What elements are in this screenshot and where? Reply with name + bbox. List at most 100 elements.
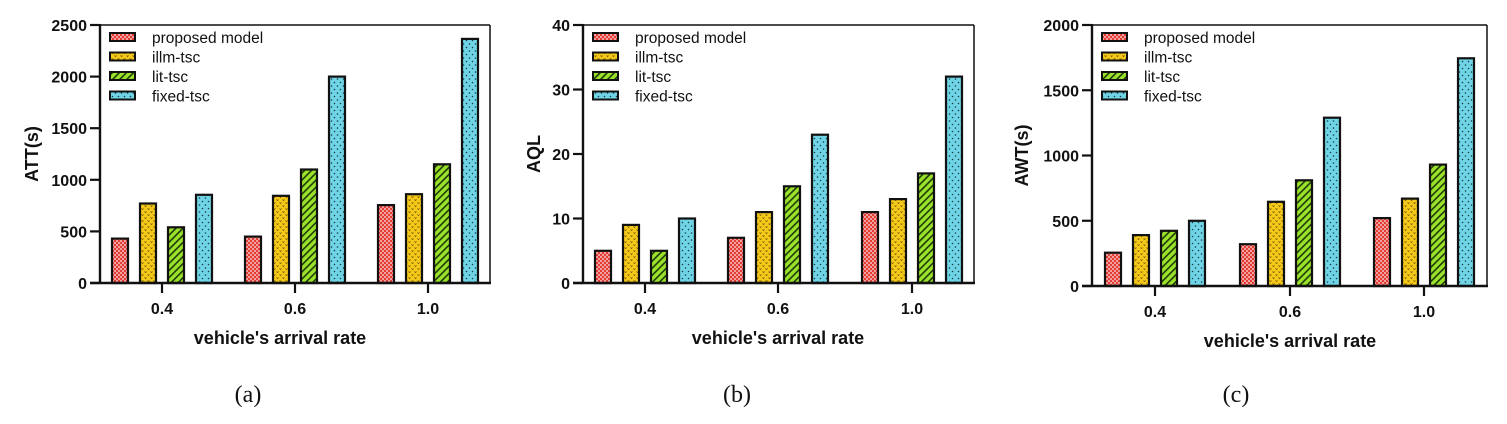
legend-swatch-illm-tsc <box>1101 51 1128 62</box>
bar-lit-tsc-1.0 <box>432 163 452 285</box>
bar-proposed-model-1.0 <box>860 211 880 285</box>
x-tick-label: 0.4 <box>151 301 173 318</box>
bar-proposed-model-1.0 <box>1372 217 1392 288</box>
y-tick-label: 2000 <box>1043 18 1079 35</box>
y-tick-label: 0 <box>561 276 570 293</box>
y-tick-label: 1500 <box>51 121 87 138</box>
y-tick-label: 500 <box>60 224 87 241</box>
legend-swatch-proposed-model <box>109 32 136 42</box>
y-axis-title: ATT(s) <box>22 126 42 182</box>
bar-lit-tsc-0.6 <box>1294 179 1314 288</box>
x-axis-title: vehicle's arrival rate <box>692 328 864 348</box>
legend-label: fixed-tsc <box>152 89 210 106</box>
legend-swatch-proposed-model <box>592 32 619 42</box>
legend-label: fixed-tsc <box>1144 89 1202 106</box>
bar-lit-tsc-0.6 <box>299 168 319 285</box>
legend-swatch-proposed-model <box>1101 32 1128 42</box>
legend-swatch-illm-tsc <box>109 51 136 62</box>
y-tick-label: 40 <box>552 18 570 35</box>
bar-illm-tsc-1.0 <box>1400 197 1420 288</box>
bar-illm-tsc-0.4 <box>621 223 641 285</box>
bar-illm-tsc-0.6 <box>1266 200 1286 288</box>
bar-proposed-model-0.6 <box>1238 243 1258 288</box>
bar-lit-tsc-0.4 <box>1159 229 1179 288</box>
bar-lit-tsc-0.4 <box>166 226 186 285</box>
x-tick-label: 0.6 <box>1279 304 1301 321</box>
y-tick-label: 500 <box>1052 214 1079 231</box>
bar-fixed-tsc-1.0 <box>944 75 964 285</box>
bar-illm-tsc-1.0 <box>404 193 424 285</box>
legend-label: illm-tsc <box>152 50 200 67</box>
legend-swatch-fixed-tsc <box>592 90 619 101</box>
x-tick-label: 0.4 <box>634 301 656 318</box>
y-tick-label: 1000 <box>1043 149 1079 166</box>
panel-caption: (c) <box>1223 382 1250 408</box>
y-tick-label: 1000 <box>51 173 87 190</box>
x-axis-title: vehicle's arrival rate <box>194 328 366 348</box>
x-tick-label: 1.0 <box>1413 304 1435 321</box>
x-tick-label: 0.6 <box>767 301 789 318</box>
legend-label: illm-tsc <box>635 50 683 67</box>
legend-swatch-fixed-tsc <box>1101 90 1128 101</box>
bar-illm-tsc-0.6 <box>271 194 291 285</box>
x-tick-label: 1.0 <box>417 301 439 318</box>
bar-proposed-model-0.4 <box>1103 251 1123 288</box>
legend-label: proposed model <box>635 30 746 47</box>
legend-label: lit-tsc <box>1144 69 1180 86</box>
legend-label: illm-tsc <box>1144 50 1192 67</box>
bar-fixed-tsc-1.0 <box>460 37 480 285</box>
legend-swatch-illm-tsc <box>592 51 619 62</box>
legend-label: proposed model <box>1144 30 1255 47</box>
legend-label: lit-tsc <box>152 69 188 86</box>
bar-proposed-model-0.4 <box>593 249 613 285</box>
chart-panel-c: 0 500 1000 1500 2000 0.4 0.6 1.0 vehicle's arriv… <box>1012 18 1488 408</box>
bar-proposed-model-0.6 <box>243 235 263 285</box>
legend-swatch-lit-tsc <box>1101 71 1128 81</box>
legend-label: proposed model <box>152 30 263 47</box>
bar-illm-tsc-0.4 <box>1131 234 1151 288</box>
bar-proposed-model-1.0 <box>376 204 396 285</box>
y-tick-label: 2000 <box>51 70 87 87</box>
x-tick-label: 1.0 <box>901 301 923 318</box>
legend-swatch-fixed-tsc <box>109 90 136 101</box>
bar-proposed-model-0.4 <box>110 237 130 285</box>
bar-lit-tsc-0.6 <box>782 185 802 285</box>
legend-swatch-lit-tsc <box>109 71 136 81</box>
y-axis-title: AQL <box>524 135 544 173</box>
legend: proposed model illm-tsc lit-tsc fixed-tsc <box>1101 30 1255 106</box>
bar-lit-tsc-0.4 <box>649 249 669 285</box>
bar-illm-tsc-1.0 <box>888 198 908 285</box>
bar-lit-tsc-1.0 <box>916 172 936 285</box>
y-tick-label: 30 <box>552 83 570 100</box>
y-tick-label: 0 <box>78 276 87 293</box>
legend: proposed model illm-tsc lit-tsc fixed-tsc <box>592 30 746 106</box>
bar-illm-tsc-0.4 <box>138 202 158 285</box>
bar-fixed-tsc-1.0 <box>1456 57 1476 288</box>
chart-panel-b: 0 10 20 30 40 0.4 0.6 1.0 vehicle's arrival rate… <box>524 18 975 408</box>
y-axis-title: AWT(s) <box>1012 125 1032 187</box>
panel-caption: (b) <box>723 382 751 408</box>
bar-fixed-tsc-0.4 <box>194 193 214 285</box>
x-tick-label: 0.4 <box>1144 304 1166 321</box>
y-tick-label: 10 <box>552 212 570 229</box>
legend-label: fixed-tsc <box>635 89 693 106</box>
y-tick-label: 1500 <box>1043 83 1079 100</box>
legend-swatch-lit-tsc <box>592 71 619 81</box>
panel-caption: (a) <box>235 382 262 408</box>
x-tick-label: 0.6 <box>284 301 306 318</box>
bar-fixed-tsc-0.4 <box>677 217 697 285</box>
bar-illm-tsc-0.6 <box>754 211 774 285</box>
x-axis-title: vehicle's arrival rate <box>1204 331 1376 351</box>
y-tick-label: 2500 <box>51 18 87 35</box>
chart-panel-a: 0 500 1000 1500 2000 2500 0.4 0.6 1.0 vehicle's a… <box>22 18 491 408</box>
bar-fixed-tsc-0.6 <box>327 75 347 285</box>
bar-lit-tsc-1.0 <box>1428 163 1448 288</box>
bar-fixed-tsc-0.6 <box>810 133 830 285</box>
bar-fixed-tsc-0.6 <box>1322 116 1342 288</box>
legend: proposed model illm-tsc lit-tsc fixed-tsc <box>109 30 263 106</box>
bar-proposed-model-0.6 <box>726 236 746 285</box>
y-tick-label: 0 <box>1070 279 1079 296</box>
bar-fixed-tsc-0.4 <box>1187 219 1207 288</box>
legend-label: lit-tsc <box>635 69 671 86</box>
